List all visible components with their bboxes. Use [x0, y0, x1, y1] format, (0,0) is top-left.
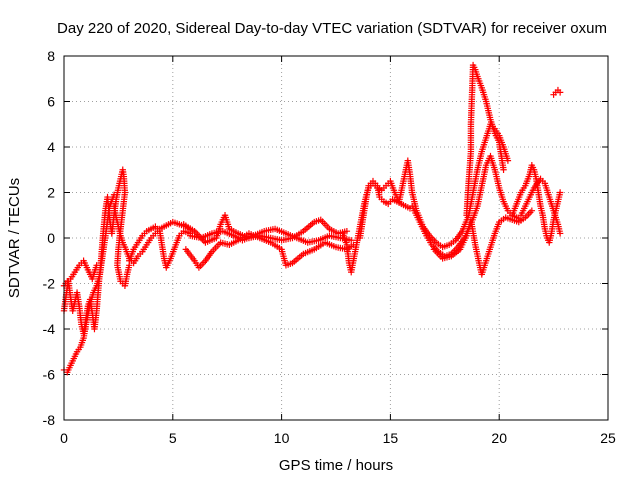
y-tick-label: -6 — [43, 367, 56, 383]
data-point — [500, 166, 507, 173]
series-evening-loop-c — [430, 207, 536, 278]
series-morning-lower — [126, 223, 194, 271]
series-late-outlier — [550, 86, 564, 98]
series-early-upper — [60, 257, 100, 289]
y-tick-label: 4 — [47, 139, 55, 155]
series-evening-spike — [463, 61, 507, 219]
data-point — [348, 237, 355, 244]
y-axis-label: SDTVAR / TECUs — [6, 178, 23, 298]
x-axis-label: GPS time / hours — [279, 457, 393, 474]
series-afternoon-peak — [356, 177, 414, 242]
data-point — [556, 230, 564, 237]
y-tick-label: 0 — [47, 230, 55, 246]
x-tick-label: 10 — [274, 430, 290, 446]
data-point — [556, 89, 564, 96]
y-tick-label: 6 — [47, 94, 55, 110]
y-tick-label: -8 — [43, 412, 56, 428]
x-tick-label: 25 — [600, 430, 616, 446]
y-tick-label: -2 — [43, 276, 56, 292]
data-point — [343, 227, 351, 235]
x-tick-label: 15 — [383, 430, 399, 446]
series-morning-spike — [108, 166, 133, 289]
y-tick-label: -4 — [43, 321, 56, 337]
series-midday-band-lower — [182, 230, 357, 271]
data-point — [93, 262, 100, 269]
plot-area — [60, 61, 564, 376]
plot-frame — [63, 55, 609, 421]
data-point — [528, 207, 536, 214]
data-point — [556, 189, 564, 196]
x-tick-label: 0 — [60, 430, 68, 446]
y-tick-label: 2 — [47, 185, 55, 201]
x-tick-label: 20 — [491, 430, 507, 446]
axis-ticks: 0 5 10 15 20 25 -8 -6 -4 -2 0 2 4 6 8 — [43, 48, 616, 446]
chart-title: Day 220 of 2020, Sidereal Day-to-day VTE… — [57, 20, 607, 37]
data-point — [64, 278, 71, 285]
data-point — [504, 157, 512, 164]
series-late-cluster — [509, 162, 564, 246]
x-tick-label: 5 — [169, 430, 177, 446]
series-early-lower — [60, 191, 118, 376]
y-tick-label: 8 — [47, 48, 55, 64]
series-late-upper — [517, 175, 564, 237]
